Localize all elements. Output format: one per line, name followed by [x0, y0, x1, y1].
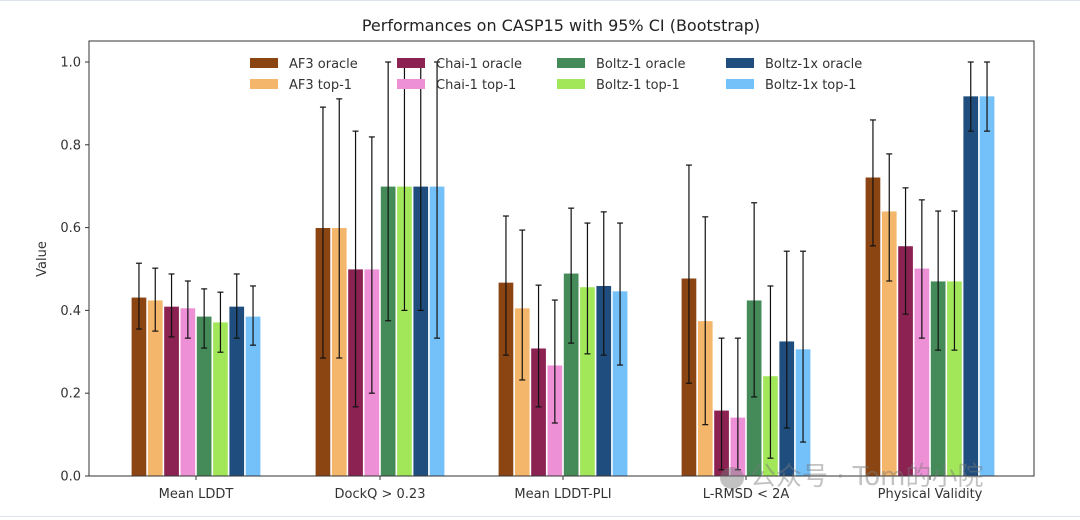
y-tick-label: 0.4	[60, 304, 81, 319]
error-bar	[600, 211, 607, 356]
error-bar	[152, 267, 159, 332]
error-bar	[783, 250, 790, 429]
legend-label: Boltz-1x oracle	[765, 57, 862, 72]
legend-swatch	[726, 58, 754, 68]
legend-label: Boltz-1 top-1	[596, 78, 680, 93]
error-bar	[352, 130, 359, 408]
y-tick-label: 1.0	[60, 56, 81, 71]
wechat-icon	[720, 466, 744, 489]
legend-swatch	[557, 58, 585, 68]
legend-swatch	[557, 79, 585, 89]
legend-swatch	[397, 58, 425, 68]
legend-label: Boltz-1x top-1	[765, 78, 856, 93]
y-tick-label: 0.2	[60, 387, 81, 402]
legend-label: AF3 top-1	[289, 78, 352, 93]
legend: AF3 oracle AF3 top-1 Chai-1 oracle Chai-1 t…	[250, 57, 862, 93]
error-bar	[201, 288, 208, 349]
legend-item: Boltz-1x top-1	[726, 78, 856, 93]
error-bar	[800, 250, 807, 443]
y-tick-label: 0.0	[60, 470, 81, 485]
x-tick-label: DockQ > 0.23	[335, 487, 426, 502]
legend-swatch	[397, 79, 425, 89]
legend-item: AF3 oracle	[250, 57, 358, 72]
error-bar	[967, 61, 974, 132]
error-bar	[385, 61, 392, 322]
legend-label: AF3 oracle	[289, 57, 358, 72]
error-bar	[502, 215, 509, 356]
y-tick-label: 0.8	[60, 138, 81, 153]
bottom-divider	[0, 516, 1080, 517]
top-divider	[0, 0, 1080, 1]
chart-title: Performances on CASP15 with 95% CI (Boot…	[362, 16, 760, 35]
axes-layer: 0.0 0.2 0.4 0.6 0.8 1.0 Mean LDDT DockQ > 0.23 M…	[60, 40, 1035, 502]
error-bar	[168, 273, 175, 338]
watermark: 公众号 · Tom的小院	[720, 456, 984, 493]
bar	[962, 95, 979, 477]
legend-swatch	[250, 58, 278, 68]
error-bar	[751, 202, 758, 398]
legend-swatch	[250, 79, 278, 89]
error-bar	[702, 216, 709, 426]
error-bar	[535, 284, 542, 408]
error-bar	[368, 136, 375, 394]
legend-label: Chai-1 top-1	[436, 78, 516, 93]
error-bar	[918, 199, 925, 339]
error-bar	[551, 299, 558, 424]
error-bar	[869, 119, 876, 247]
legend-swatch	[726, 79, 754, 89]
error-bar	[886, 153, 893, 282]
legend-item: AF3 top-1	[250, 78, 352, 93]
y-axis-label: Value	[35, 241, 50, 277]
y-tick-label: 0.6	[60, 221, 81, 236]
error-bar	[734, 337, 741, 471]
error-bar	[336, 98, 343, 359]
legend-item: Chai-1 oracle	[397, 57, 522, 72]
error-bar	[685, 164, 692, 384]
error-bar	[250, 285, 257, 346]
x-tick-label: Mean LDDT	[159, 487, 234, 502]
error-bar	[584, 222, 591, 355]
error-bar	[233, 273, 240, 339]
error-bar	[767, 285, 774, 459]
x-tick-label: L-RMSD < 2A	[703, 487, 790, 502]
error-bar	[217, 291, 224, 353]
error-bar	[434, 61, 441, 339]
error-bar	[568, 207, 575, 344]
plot-frame	[88, 40, 1035, 477]
legend-label: Chai-1 oracle	[436, 57, 522, 72]
legend-item: Boltz-1 top-1	[557, 78, 680, 93]
error-bar	[184, 280, 191, 339]
legend-item: Boltz-1 oracle	[557, 57, 686, 72]
error-bar	[984, 61, 991, 132]
bar	[978, 95, 996, 477]
bars-layer	[130, 95, 996, 477]
error-bar	[617, 222, 624, 366]
x-tick-label: Mean LDDT-PLI	[514, 487, 611, 502]
error-bar	[718, 337, 725, 471]
x-tick-label: Physical Validity	[878, 487, 983, 502]
legend-item: Chai-1 top-1	[397, 78, 516, 93]
error-bar	[319, 106, 326, 359]
error-bar	[519, 229, 526, 381]
error-bars-layer	[135, 61, 991, 471]
watermark-text: 公众号 · Tom的小院	[750, 462, 984, 492]
legend-label: Boltz-1 oracle	[596, 57, 686, 72]
error-bar	[951, 210, 958, 351]
legend-item: Boltz-1x oracle	[726, 57, 862, 72]
error-bar	[902, 187, 909, 315]
error-bar	[135, 262, 142, 330]
error-bar	[935, 210, 942, 351]
